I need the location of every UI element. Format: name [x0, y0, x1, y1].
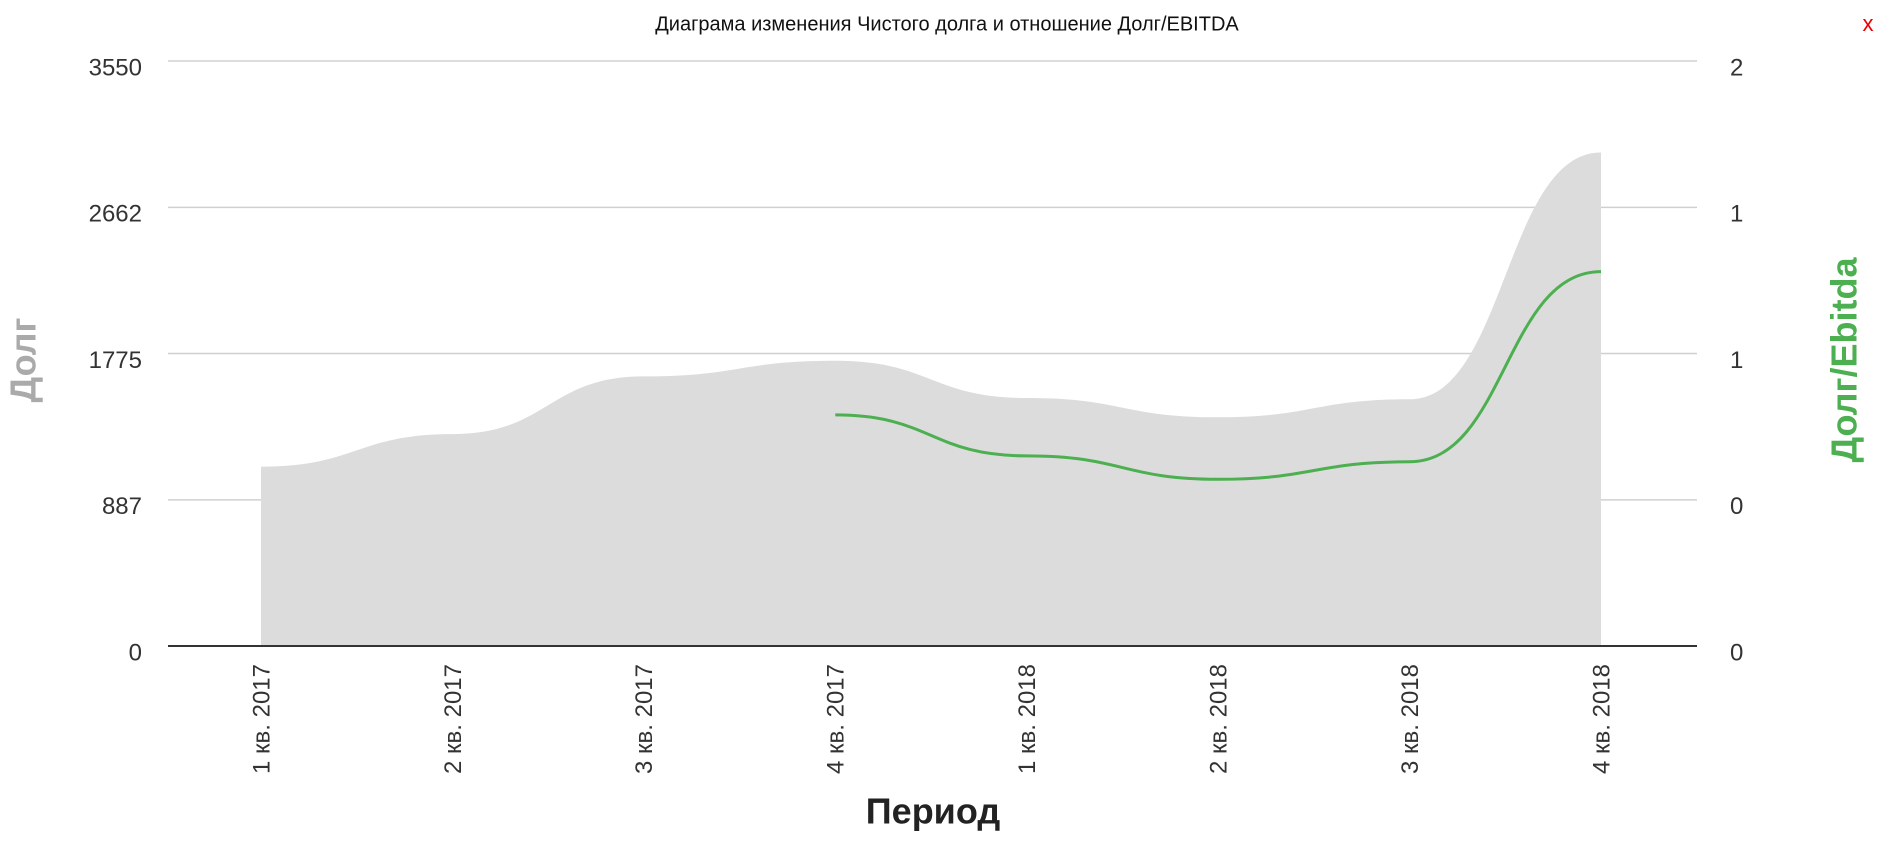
- close-button[interactable]: x: [1863, 11, 1874, 36]
- y-tick-label: 887: [102, 493, 142, 520]
- chart-title: Диаграма изменения Чистого долга и отнош…: [655, 13, 1239, 35]
- x-tick-label: 1 кв. 2018: [1014, 664, 1041, 774]
- x-tick-label: 2 кв. 2017: [440, 664, 467, 774]
- x-tick-label: 4 кв. 2017: [823, 664, 850, 774]
- y-tick-label: 3550: [89, 54, 142, 81]
- x-tick-label: 3 кв. 2018: [1397, 664, 1424, 774]
- y-tick-label: 1775: [89, 347, 142, 374]
- y-tick-label: 2662: [89, 201, 142, 228]
- y2-axis-title: Долг/Ebitda: [1824, 257, 1865, 463]
- x-tick-label: 2 кв. 2018: [1205, 664, 1232, 774]
- y2-tick-label: 0: [1730, 639, 1743, 666]
- x-tick-label: 4 кв. 2018: [1588, 664, 1615, 774]
- ratio-line: [835, 270, 1602, 481]
- debt-area: [261, 152, 1601, 646]
- y-tick-label: 0: [129, 639, 142, 666]
- y2-tick-label: 1: [1730, 347, 1743, 374]
- x-tick-label: 1 кв. 2017: [248, 664, 275, 774]
- y-axis-title: Долг: [3, 317, 44, 402]
- y2-tick-label: 1: [1730, 201, 1743, 228]
- x-axis-title: Период: [866, 791, 1001, 832]
- y2-tick-label: 2: [1730, 54, 1743, 81]
- y2-tick-label: 0: [1730, 493, 1743, 520]
- x-tick-label: 3 кв. 2017: [631, 664, 658, 774]
